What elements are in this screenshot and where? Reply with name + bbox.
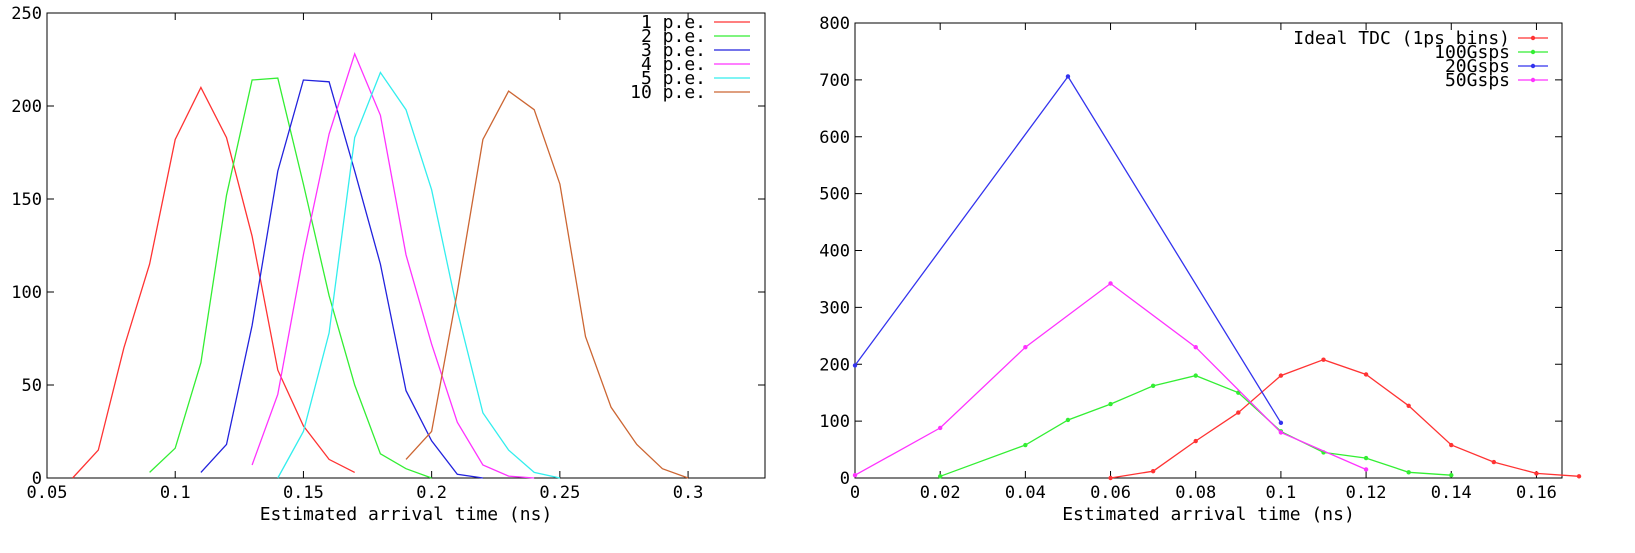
series-line-2-p-e- (149, 77, 432, 479)
legend-marker (1530, 63, 1536, 69)
x-tick-label: 0.08 (1175, 483, 1216, 503)
data-point (1491, 459, 1497, 465)
plot-frame (854, 22, 1563, 479)
legend-label: 100Gsps (1434, 42, 1510, 63)
y-tick-label: 100 (819, 412, 850, 432)
x-tick-label: 0.1 (1266, 483, 1297, 503)
series-line-1-p-e- (72, 85, 355, 479)
legend-label: Ideal TDC (1ps bins) (1293, 28, 1510, 49)
data-point (1363, 455, 1369, 461)
data-point (1278, 373, 1284, 378)
data-point (852, 363, 858, 368)
x-tick-label: 0.05 (27, 483, 68, 503)
data-point (1236, 410, 1241, 415)
data-point (1193, 438, 1198, 444)
x-tick-label: 0.25 (539, 483, 580, 503)
data-point (1065, 74, 1071, 79)
data-point (1193, 344, 1198, 350)
data-point (1108, 281, 1113, 286)
data-point (1023, 442, 1028, 448)
x-tick-label: 0.3 (673, 483, 704, 503)
x-axis-title: Estimated arrival time (ns) (1062, 504, 1355, 525)
data-point (1023, 344, 1028, 350)
legend-label: 4 p.e. (641, 54, 706, 75)
x-tick-label: 0.15 (283, 483, 324, 503)
x-tick-label: 0.06 (1090, 483, 1131, 503)
x-tick-label: 0.16 (1516, 483, 1557, 503)
data-point (1406, 470, 1411, 475)
data-point (1193, 373, 1198, 378)
legend-label: 2 p.e. (641, 26, 706, 47)
series-line-4-p-e- (251, 52, 535, 479)
legend-label: 3 p.e. (641, 40, 706, 61)
data-point (1363, 467, 1369, 472)
y-tick-label: 300 (819, 298, 850, 318)
legend-label: 5 p.e. (641, 68, 706, 89)
x-tick-label: 0.1 (160, 483, 191, 503)
data-point (1278, 420, 1284, 426)
y-tick-label: 200 (11, 97, 42, 117)
y-tick-label: 600 (819, 128, 850, 148)
y-tick-label: 0 (32, 469, 42, 489)
data-point (1449, 472, 1454, 478)
data-point (1108, 401, 1113, 407)
y-tick-label: 800 (819, 14, 850, 34)
data-point (1150, 383, 1156, 389)
data-point (937, 474, 943, 479)
data-point (1363, 372, 1369, 377)
data-point (1065, 417, 1071, 423)
series-line-10-p-e- (405, 90, 689, 479)
legend-label: 50Gsps (1445, 70, 1510, 91)
legend-marker (1530, 77, 1536, 83)
y-tick-label: 100 (11, 283, 42, 303)
data-point (1534, 471, 1539, 476)
series-line-20gsps (854, 75, 1282, 424)
y-tick-label: 200 (819, 355, 850, 375)
x-tick-label: 0.04 (1005, 483, 1046, 503)
x-tick-label: 0.14 (1431, 483, 1472, 503)
series-line-100gsps (939, 374, 1452, 477)
x-tick-label: 0.02 (920, 483, 961, 503)
legend-marker (1530, 49, 1536, 55)
y-tick-label: 500 (819, 185, 850, 205)
y-tick-label: 50 (22, 376, 42, 396)
data-point (1278, 430, 1284, 435)
x-axis-title: Estimated arrival time (ns) (260, 504, 553, 525)
legend-label: 1 p.e. (641, 12, 706, 33)
plot-frame (46, 12, 766, 479)
data-point (1576, 474, 1582, 479)
series-line-ideal-tdc-1ps-bins- (1110, 359, 1580, 479)
y-tick-label: 700 (819, 71, 850, 91)
y-tick-label: 400 (819, 242, 850, 262)
data-point (1108, 475, 1113, 481)
legend-marker (1530, 35, 1536, 41)
series-line-3-p-e- (200, 79, 483, 479)
series-line-50gsps (854, 282, 1367, 476)
y-tick-label: 150 (11, 190, 42, 210)
data-point (1150, 468, 1156, 474)
y-tick-label: 250 (11, 4, 42, 24)
x-tick-label: 0.2 (416, 483, 447, 503)
x-tick-label: 0 (850, 483, 860, 503)
left-chart: 0 50 100 150 200 250 0.05 0.1 0.15 0.2 0.25 0.3 Esti… (11, 4, 766, 525)
x-tick-label: 0.12 (1346, 483, 1387, 503)
right-chart: 0 100 200 300 400 500 600 700 800 0 0.02 0.04 0.06 0.… (819, 14, 1582, 525)
data-point (1321, 357, 1326, 362)
data-point (1406, 403, 1411, 408)
legend-label: 20Gsps (1445, 56, 1510, 77)
data-point (937, 425, 943, 431)
data-point (852, 472, 858, 478)
legend-label: 10 p.e. (630, 82, 706, 103)
y-tick-label: 0 (840, 469, 850, 489)
series-line-5-p-e- (277, 71, 561, 479)
data-point (1449, 442, 1454, 448)
